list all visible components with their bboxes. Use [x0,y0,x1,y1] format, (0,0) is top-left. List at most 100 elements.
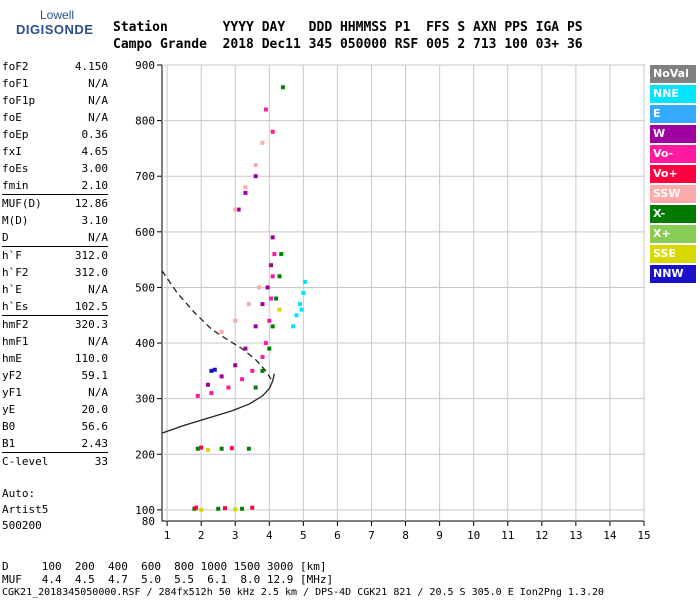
param-value: 4.150 [74,60,108,73]
echo-point [260,302,265,307]
x-tick-label: 9 [436,529,443,542]
param-row: h`F 312.0 [2,247,108,264]
param-name: h`Es [2,300,29,313]
echo-point [250,368,255,373]
echo-point [226,385,231,390]
param-row: yE 20.0 [2,401,108,418]
echo-point [199,507,204,512]
legend-item: W [650,125,696,145]
legend-item: X- [650,205,696,225]
param-value: 2.10 [81,179,109,192]
echo-point [236,207,241,212]
y-tick-label: 100 [135,504,155,517]
x-tick-label: 12 [535,529,548,542]
param-value: 4.65 [81,145,109,158]
echo-point [269,263,274,268]
echo-point [195,393,200,398]
param-name: foF1 [2,77,29,90]
param-value: 33 [94,455,108,468]
logo-line2: DIGISONDE [16,22,94,37]
echo-point [291,324,296,329]
param-name: hmF2 [2,318,29,331]
legend-item: SSE [650,245,696,265]
echo-point [263,107,268,112]
echo-point [223,506,228,511]
echo-point [270,274,275,279]
param-name: yE [2,403,16,416]
echo-point [246,446,251,451]
plot-frame [161,64,645,522]
echo-point [240,377,245,382]
echo-point [253,163,258,168]
echo-point [303,279,308,284]
echo-point [195,446,200,451]
param-row: hmE 110.0 [2,350,108,367]
echo-point [301,291,306,295]
param-name: h`F2 [2,266,29,279]
echo-point [263,341,268,346]
echo-point [267,318,272,323]
solid-profile-curve [161,373,276,434]
echo-point [233,363,238,368]
param-row: foF2 4.150 [2,58,108,75]
param-row: B0 56.6 [2,418,108,435]
echo-point [260,368,265,373]
echo-point [212,367,217,372]
echo-point [269,296,274,301]
param-value: 12.86 [74,197,108,210]
y-tick-label: 700 [135,170,155,183]
y-tick-label: 500 [135,281,155,294]
param-row: C-level 33 [2,453,108,470]
param-value: 20.0 [81,403,109,416]
legend-item: E [650,105,696,125]
param-row: foE N/A [2,109,108,126]
echo-point [270,235,275,240]
y-tick-label: 300 [135,393,155,406]
x-tick-label: 4 [266,529,273,542]
echo-point [194,505,199,510]
param-row: foEp 0.36 [2,126,108,143]
echo-point [246,302,251,307]
x-tick-label: 5 [300,529,307,542]
param-row: foF1p N/A [2,92,108,109]
param-row: D N/A [2,229,108,247]
param-value: N/A [88,77,108,90]
echo-point [205,447,210,452]
echo-point [274,296,279,301]
y-tick-label: 400 [135,337,155,350]
echo-point [219,374,224,379]
echo-point [297,302,302,307]
param-name: B1 [2,437,16,450]
legend-item: NNE [650,85,696,105]
param-name: foEs [2,162,29,175]
legend: NoVal NNE E W Vo- Vo+ SSW X- X+ SSE NNW [650,65,696,285]
x-tick-label: 2 [198,529,205,542]
param-name: B0 [2,420,16,433]
param-value: N/A [88,94,108,107]
param-row: h`Es 102.5 [2,298,108,316]
footer-info: CGK21_2018345050000.RSF / 284fx512h 50 k… [2,587,605,598]
param-name: foF2 [2,60,29,73]
param-row: MUF(D) 12.86 [2,195,108,212]
legend-item: NNW [650,265,696,285]
param-name: foF1p [2,94,36,107]
param-name: h`E [2,283,22,296]
logo-line1: Lowell [40,8,75,22]
header-values: Campo Grande 2018 Dec11 345 050000 RSF 0… [113,37,583,52]
param-row: M(D) 3.10 [2,212,108,229]
param-value: 0.36 [81,128,109,141]
y-tick-label: 900 [135,59,155,72]
param-row: hmF1 N/A [2,333,108,350]
legend-item: NoVal [650,65,696,85]
echo-point [277,274,282,279]
param-row: h`F2 312.0 [2,264,108,281]
echo-point [253,385,258,390]
dashed-profile-curve [161,270,272,380]
param-row: hmF2 320.3 [2,316,108,333]
echo-point [243,190,248,195]
param-value: 110.0 [74,352,108,365]
x-tick-label: 11 [501,529,514,542]
echo-point [257,285,262,290]
echo-point [265,285,270,290]
